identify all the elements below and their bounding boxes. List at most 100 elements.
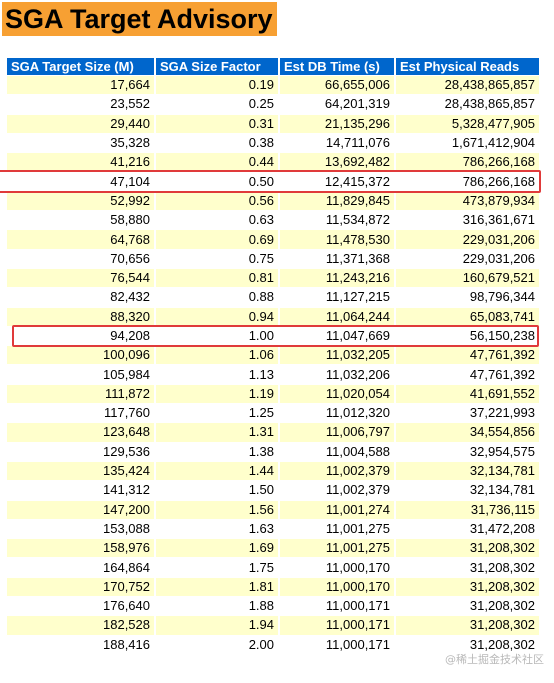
cell-est-db-time: 11,829,845 (280, 191, 394, 211)
cell-sga-size-factor: 1.81 (156, 577, 278, 597)
column-header-sga-size-factor[interactable]: SGA Size Factor (156, 58, 278, 75)
cell-est-physical-reads: 316,361,671 (396, 211, 539, 230)
cell-sga-size-factor: 1.75 (156, 558, 278, 577)
cell-est-db-time: 11,000,170 (280, 577, 394, 597)
table-row: 82,432 0.88 11,127,215 98,796,344 (7, 288, 539, 307)
cell-sga-target-size: 94,208 (7, 326, 154, 346)
table-row: 35,328 0.38 14,711,076 1,671,412,904 (7, 133, 539, 153)
cell-sga-size-factor: 1.31 (156, 423, 278, 442)
cell-est-db-time: 11,000,171 (280, 635, 394, 654)
cell-sga-target-size: 58,880 (7, 211, 154, 230)
table-row: 153,088 1.63 11,001,275 31,472,208 (7, 519, 539, 539)
cell-est-db-time: 11,002,379 (280, 461, 394, 481)
cell-sga-size-factor: 1.25 (156, 404, 278, 423)
cell-sga-target-size: 76,544 (7, 268, 154, 288)
cell-sga-target-size: 88,320 (7, 307, 154, 326)
cell-est-physical-reads: 32,134,781 (396, 461, 539, 481)
cell-sga-target-size: 141,312 (7, 481, 154, 500)
cell-est-physical-reads: 37,221,993 (396, 404, 539, 423)
table-row: 64,768 0.69 11,478,530 229,031,206 (7, 230, 539, 249)
cell-est-db-time: 11,001,274 (280, 500, 394, 519)
cell-sga-target-size: 117,760 (7, 404, 154, 423)
cell-est-physical-reads: 31,736,115 (396, 500, 539, 519)
cell-sga-target-size: 47,104 (7, 172, 154, 191)
cell-est-db-time: 11,127,215 (280, 288, 394, 307)
cell-sga-size-factor: 1.56 (156, 500, 278, 519)
title-banner: SGA Target Advisory (2, 2, 277, 36)
cell-est-physical-reads: 473,879,934 (396, 191, 539, 211)
cell-est-db-time: 21,135,296 (280, 114, 394, 133)
cell-est-physical-reads: 98,796,344 (396, 288, 539, 307)
table-row: 117,760 1.25 11,012,320 37,221,993 (7, 404, 539, 423)
table-row: 188,416 2.00 11,000,171 31,208,302 (7, 635, 539, 654)
table-row: 100,096 1.06 11,032,205 47,761,392 (7, 346, 539, 365)
cell-sga-size-factor: 0.63 (156, 211, 278, 230)
column-header-est-physical-reads[interactable]: Est Physical Reads (396, 58, 539, 75)
cell-est-db-time: 11,064,244 (280, 307, 394, 326)
cell-est-db-time: 11,000,170 (280, 558, 394, 577)
cell-sga-size-factor: 0.75 (156, 249, 278, 268)
cell-est-db-time: 11,000,171 (280, 616, 394, 635)
cell-est-db-time: 11,002,379 (280, 481, 394, 500)
table-row: 182,528 1.94 11,000,171 31,208,302 (7, 616, 539, 635)
table-row: 129,536 1.38 11,004,588 32,954,575 (7, 442, 539, 461)
cell-sga-target-size: 147,200 (7, 500, 154, 519)
cell-sga-target-size: 176,640 (7, 597, 154, 616)
cell-sga-size-factor: 0.44 (156, 153, 278, 172)
cell-sga-size-factor: 1.19 (156, 384, 278, 404)
cell-est-physical-reads: 47,761,392 (396, 346, 539, 365)
cell-est-db-time: 11,004,588 (280, 442, 394, 461)
cell-sga-target-size: 41,216 (7, 153, 154, 172)
cell-sga-size-factor: 0.88 (156, 288, 278, 307)
table-row: 76,544 0.81 11,243,216 160,679,521 (7, 268, 539, 288)
cell-est-physical-reads: 31,208,302 (396, 597, 539, 616)
table-row: 41,216 0.44 13,692,482 786,266,168 (7, 153, 539, 172)
sga-target-advisory-table: SGA Target Size (M) SGA Size Factor Est … (5, 57, 541, 655)
cell-est-physical-reads: 31,208,302 (396, 635, 539, 654)
table-row: 47,104 0.50 12,415,372 786,266,168 (7, 172, 539, 191)
cell-sga-target-size: 35,328 (7, 133, 154, 153)
cell-sga-target-size: 105,984 (7, 365, 154, 384)
cell-sga-size-factor: 1.44 (156, 461, 278, 481)
table-row: 17,664 0.19 66,655,006 28,438,865,857 (7, 76, 539, 95)
table-row: 88,320 0.94 11,064,244 65,083,741 (7, 307, 539, 326)
cell-sga-size-factor: 1.38 (156, 442, 278, 461)
cell-sga-size-factor: 1.88 (156, 597, 278, 616)
cell-sga-target-size: 52,992 (7, 191, 154, 211)
cell-est-db-time: 11,001,275 (280, 539, 394, 558)
cell-est-db-time: 11,032,205 (280, 346, 394, 365)
cell-est-db-time: 12,415,372 (280, 172, 394, 191)
cell-est-physical-reads: 31,208,302 (396, 577, 539, 597)
cell-sga-target-size: 29,440 (7, 114, 154, 133)
cell-est-physical-reads: 32,954,575 (396, 442, 539, 461)
cell-est-physical-reads: 786,266,168 (396, 172, 539, 191)
cell-est-db-time: 11,371,368 (280, 249, 394, 268)
table-row: 170,752 1.81 11,000,170 31,208,302 (7, 577, 539, 597)
cell-est-db-time: 11,047,669 (280, 326, 394, 346)
cell-sga-size-factor: 0.94 (156, 307, 278, 326)
cell-sga-target-size: 82,432 (7, 288, 154, 307)
cell-est-physical-reads: 28,438,865,857 (396, 76, 539, 95)
table-row: 158,976 1.69 11,001,275 31,208,302 (7, 539, 539, 558)
cell-sga-size-factor: 1.00 (156, 326, 278, 346)
cell-est-physical-reads: 41,691,552 (396, 384, 539, 404)
cell-sga-size-factor: 0.50 (156, 172, 278, 191)
cell-est-physical-reads: 34,554,856 (396, 423, 539, 442)
column-header-est-db-time[interactable]: Est DB Time (s) (280, 58, 394, 75)
cell-sga-target-size: 170,752 (7, 577, 154, 597)
column-header-sga-target-size[interactable]: SGA Target Size (M) (7, 58, 154, 75)
cell-sga-target-size: 123,648 (7, 423, 154, 442)
cell-est-db-time: 13,692,482 (280, 153, 394, 172)
cell-est-db-time: 11,032,206 (280, 365, 394, 384)
cell-est-db-time: 14,711,076 (280, 133, 394, 153)
cell-sga-target-size: 153,088 (7, 519, 154, 539)
cell-sga-size-factor: 2.00 (156, 635, 278, 654)
table-row: 105,984 1.13 11,032,206 47,761,392 (7, 365, 539, 384)
cell-est-physical-reads: 31,208,302 (396, 558, 539, 577)
cell-est-db-time: 11,000,171 (280, 597, 394, 616)
cell-est-physical-reads: 31,472,208 (396, 519, 539, 539)
cell-sga-size-factor: 0.81 (156, 268, 278, 288)
cell-sga-size-factor: 1.13 (156, 365, 278, 384)
table-row: 135,424 1.44 11,002,379 32,134,781 (7, 461, 539, 481)
cell-est-db-time: 66,655,006 (280, 76, 394, 95)
